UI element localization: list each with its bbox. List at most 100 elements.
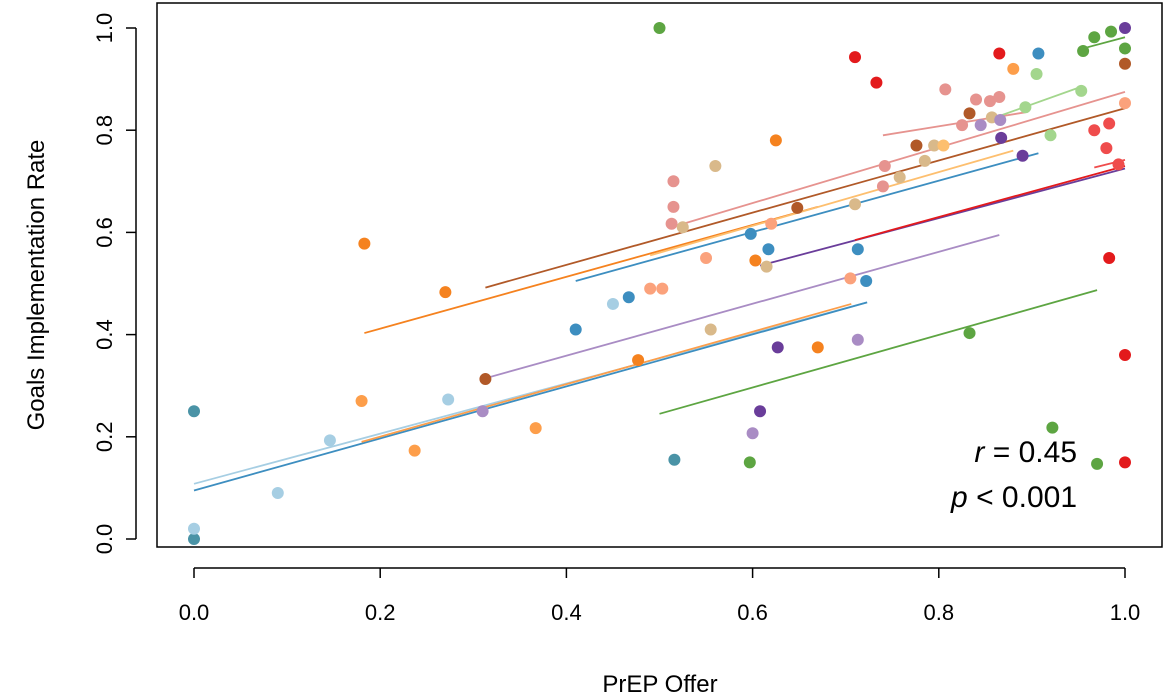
data-point-76	[1088, 124, 1101, 137]
data-point-30	[744, 227, 757, 240]
fit-line-5	[482, 234, 1000, 380]
data-point-82	[1105, 25, 1118, 38]
data-point-2	[188, 533, 200, 545]
data-point-43	[849, 51, 862, 64]
x-tick-label-1: 0.2	[365, 600, 396, 625]
fit-line-12	[854, 165, 1126, 241]
data-point-6	[355, 395, 368, 408]
data-point-61	[984, 95, 997, 108]
fit-line-1	[193, 301, 868, 485]
data-point-37	[769, 134, 782, 147]
data-point-66	[995, 131, 1008, 144]
data-point-14	[569, 323, 582, 336]
x-tick-label-0: 0.0	[179, 600, 210, 625]
data-point-59	[970, 93, 983, 106]
data-point-7	[358, 237, 371, 250]
fit-line-10	[649, 149, 1014, 257]
fit-line-15	[1082, 36, 1126, 50]
data-point-71	[1032, 47, 1045, 60]
data-point-39	[791, 201, 804, 214]
x-tick-label-4: 0.8	[924, 600, 955, 625]
x-tick-label-5: 1.0	[1110, 600, 1141, 625]
fit-line-8	[659, 289, 1098, 415]
data-point-81	[1103, 251, 1116, 264]
data-point-31	[746, 427, 759, 440]
data-point-34	[760, 260, 773, 273]
data-point-42	[849, 198, 862, 211]
fit-line-2	[193, 301, 868, 492]
data-point-85	[1119, 42, 1131, 55]
x-tick-label-3: 0.6	[737, 600, 768, 625]
y-axis-title: Goals Implementation Rate	[23, 140, 50, 431]
data-point-17	[632, 354, 645, 367]
data-point-29	[743, 456, 756, 469]
x-tick-label-2: 0.4	[551, 600, 582, 625]
p-value: < 0.001	[968, 481, 1077, 514]
data-point-77	[1088, 31, 1101, 44]
data-point-46	[860, 274, 873, 287]
x-axis: 0.0 0.2 0.4 0.6 0.8 1.0	[179, 567, 1141, 625]
data-point-51	[910, 139, 923, 152]
data-point-67	[1007, 62, 1020, 75]
x-axis-title: PrEP Offer	[602, 671, 717, 698]
p-value-annotation: p < 0.001	[950, 481, 1077, 514]
data-point-5	[323, 434, 336, 447]
data-point-87	[1119, 97, 1131, 110]
data-point-56	[956, 119, 969, 132]
data-point-83	[1112, 158, 1125, 171]
data-point-89	[1119, 456, 1131, 469]
data-point-73	[1044, 129, 1057, 142]
y-tick-label-4: 0.8	[92, 115, 117, 146]
data-point-11	[476, 405, 489, 418]
data-point-55	[939, 83, 952, 96]
data-point-28	[709, 159, 722, 172]
data-point-58	[963, 107, 976, 120]
data-point-69	[1019, 101, 1032, 114]
correlation-annotation: r = 0.45	[974, 436, 1077, 469]
data-point-8	[408, 444, 421, 457]
data-point-44	[851, 243, 864, 256]
data-point-16	[622, 291, 635, 304]
y-tick-label-5: 1.0	[92, 13, 117, 44]
data-point-80	[1103, 117, 1116, 130]
data-point-15	[606, 297, 619, 310]
data-point-49	[878, 159, 891, 172]
data-point-36	[765, 217, 778, 230]
data-point-45	[851, 333, 864, 346]
data-point-68	[1016, 149, 1029, 162]
data-point-57	[963, 327, 976, 340]
data-point-13	[529, 422, 542, 435]
data-point-79	[1100, 142, 1113, 155]
data-point-60	[974, 119, 987, 132]
fit-line-4	[364, 205, 819, 334]
data-point-41	[844, 272, 857, 285]
data-point-86	[1119, 57, 1131, 70]
data-point-53	[928, 139, 941, 152]
data-point-27	[704, 323, 717, 336]
fit-line-11	[759, 167, 1126, 267]
data-point-50	[893, 171, 906, 184]
data-points	[188, 22, 1131, 545]
data-point-40	[811, 341, 824, 354]
y-tick-label-1: 0.2	[92, 422, 117, 453]
fit-line-9	[671, 91, 1126, 229]
data-point-75	[1077, 44, 1090, 57]
data-point-22	[667, 200, 680, 213]
data-point-63	[993, 90, 1006, 103]
data-point-65	[993, 47, 1006, 60]
data-point-4	[271, 487, 284, 500]
fit-line-3	[361, 303, 852, 443]
data-point-47	[870, 76, 883, 89]
data-point-72	[1046, 421, 1059, 434]
data-point-32	[749, 254, 762, 267]
data-point-48	[876, 180, 889, 193]
data-point-33	[754, 405, 767, 418]
data-point-20	[653, 22, 666, 34]
fit-line-6	[485, 107, 1126, 289]
r-value: = 0.45	[984, 436, 1077, 469]
data-point-19	[656, 282, 669, 295]
data-point-24	[668, 453, 681, 466]
y-tick-label-0: 0.0	[92, 524, 117, 555]
data-point-25	[676, 221, 689, 234]
